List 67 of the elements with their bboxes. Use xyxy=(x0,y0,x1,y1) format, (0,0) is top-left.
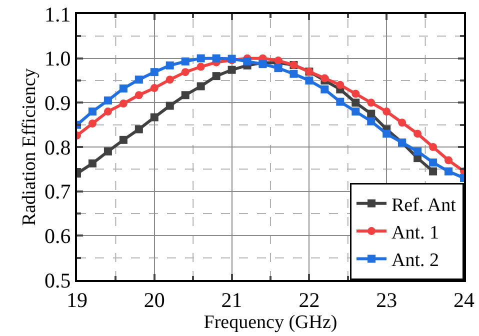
point xyxy=(196,54,205,62)
point xyxy=(336,98,344,106)
point xyxy=(119,84,128,92)
point xyxy=(429,158,438,167)
point xyxy=(88,120,96,128)
point xyxy=(444,156,453,164)
point xyxy=(367,110,376,118)
point xyxy=(414,130,422,138)
point xyxy=(228,66,236,74)
point xyxy=(382,108,391,116)
point xyxy=(367,117,376,126)
x-tick-label: 23 xyxy=(376,288,398,312)
x-axis-title: Frequency (GHz) xyxy=(204,312,338,334)
point xyxy=(181,68,190,76)
x-tick-label: 20 xyxy=(144,288,165,312)
point xyxy=(398,118,406,127)
point xyxy=(382,130,391,138)
point xyxy=(166,76,174,84)
y-axis-title: Radiation Efficiency xyxy=(18,68,40,226)
point xyxy=(212,54,220,62)
y-tick-label: 0.6 xyxy=(44,224,71,248)
y-tick-label: 0.9 xyxy=(44,91,71,116)
point xyxy=(243,57,252,66)
point xyxy=(104,108,112,116)
point xyxy=(414,147,422,156)
point xyxy=(88,108,96,116)
point xyxy=(88,159,96,168)
point xyxy=(196,62,205,71)
y-tick-label: 0.7 xyxy=(44,180,71,204)
point xyxy=(429,167,438,176)
point xyxy=(181,57,190,66)
point xyxy=(320,85,329,94)
y-tick-label: 1.1 xyxy=(44,2,71,26)
point xyxy=(166,61,174,70)
point xyxy=(150,84,158,92)
legend-label: Ant. 1 xyxy=(392,222,439,244)
point xyxy=(429,143,438,151)
point xyxy=(274,64,282,72)
point xyxy=(196,82,205,90)
point xyxy=(150,68,158,76)
point xyxy=(104,96,112,104)
point xyxy=(134,125,143,134)
point xyxy=(444,167,453,176)
point xyxy=(134,76,143,84)
x-tick-label: 24 xyxy=(454,288,475,312)
point xyxy=(305,76,314,84)
point xyxy=(134,91,143,100)
x-tick-label: 22 xyxy=(298,288,320,312)
y-tick-label: 1.0 xyxy=(44,46,71,71)
point xyxy=(104,147,112,156)
point xyxy=(119,100,128,108)
point xyxy=(352,108,360,116)
point xyxy=(181,91,190,100)
point xyxy=(212,72,220,80)
point xyxy=(336,80,344,89)
legend-label: Ant. 2 xyxy=(392,250,439,272)
point xyxy=(320,74,329,82)
point xyxy=(119,136,128,144)
point xyxy=(150,113,158,122)
x-tick-label: 21 xyxy=(221,288,242,312)
point xyxy=(367,98,376,107)
y-tick-label: 0.8 xyxy=(44,135,71,160)
point xyxy=(290,70,298,78)
point xyxy=(166,102,174,110)
legend-label: Ref. Ant xyxy=(392,194,457,216)
point xyxy=(352,90,360,98)
point xyxy=(352,98,360,107)
